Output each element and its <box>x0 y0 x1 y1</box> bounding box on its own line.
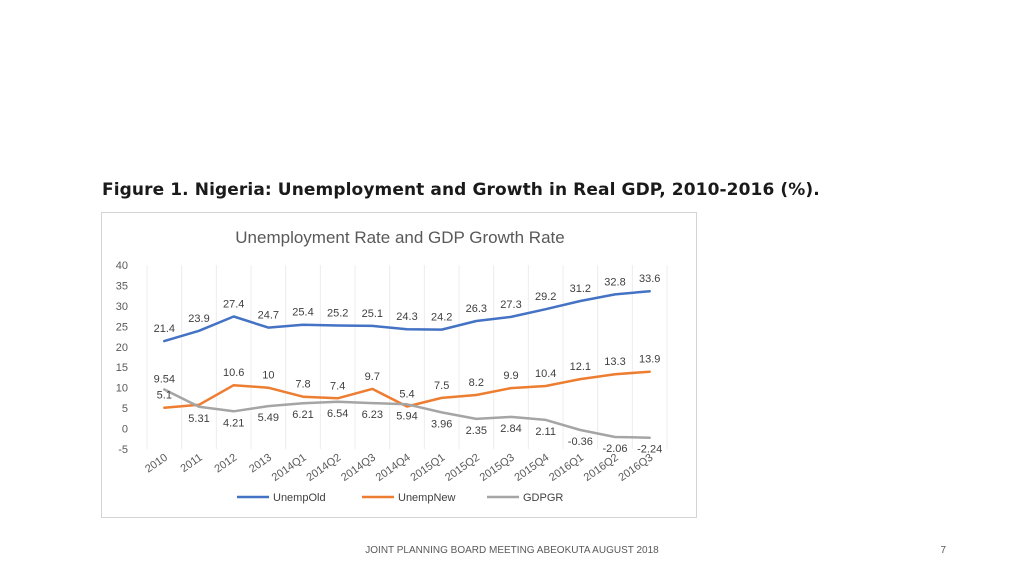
data-label: 9.9 <box>503 370 518 382</box>
slide-footer: JOINT PLANNING BOARD MEETING ABEOKUTA AU… <box>365 545 659 556</box>
data-label: 5.49 <box>258 412 279 424</box>
data-label: 4.21 <box>223 417 244 429</box>
data-label: 13.3 <box>604 356 625 368</box>
data-label: 8.2 <box>469 377 484 389</box>
data-label: 9.54 <box>154 374 175 386</box>
data-label: 25.1 <box>362 308 383 320</box>
data-label: 27.4 <box>223 299 244 311</box>
data-label: 9.7 <box>365 371 380 383</box>
x-tick-label: 2010 <box>143 452 170 476</box>
data-label: 7.4 <box>330 380 345 392</box>
x-tick-label: 2015Q2 <box>443 452 482 484</box>
y-tick-label: 15 <box>116 362 128 374</box>
x-tick-label: 2014Q4 <box>374 452 413 484</box>
data-label: 25.2 <box>327 308 348 320</box>
data-label: 7.5 <box>434 380 449 392</box>
data-label: -0.36 <box>568 436 593 448</box>
x-axis-ticks: 2010 2011 2012 20132014Q12014Q22014Q32014Q4… <box>143 452 655 484</box>
x-tick-label: 2016Q2 <box>582 452 621 484</box>
y-axis-ticks: 40 35 30 25 20 15 10 5 0 -5 <box>116 260 128 456</box>
y-tick-label: -5 <box>118 444 128 456</box>
data-label: 2.35 <box>466 425 487 437</box>
data-label: -2.06 <box>602 443 627 455</box>
data-label: 26.3 <box>466 303 487 315</box>
y-tick-label: 10 <box>116 383 128 395</box>
data-label: 10.6 <box>223 367 244 379</box>
data-label: 21.4 <box>154 323 175 335</box>
data-labels-unempnew: 5.1 10.6 10 7.8 7.4 9.7 5.4 7.5 8.2 9.9 10.4 12.1 13… <box>157 354 661 402</box>
data-label: 10.4 <box>535 368 556 380</box>
x-tick-label: 2014Q1 <box>270 452 309 484</box>
data-label: 12.1 <box>570 361 591 373</box>
data-label: 31.2 <box>570 283 591 295</box>
series-line-gdpgr <box>163 388 651 439</box>
data-label: 33.6 <box>639 273 660 285</box>
x-tick-label: 2014Q3 <box>339 452 378 484</box>
figure-caption: Figure 1. Nigeria: Unemployment and Grow… <box>102 180 820 200</box>
data-label: 6.54 <box>327 408 348 420</box>
data-label: 2.11 <box>535 426 556 438</box>
data-label: 24.7 <box>258 310 279 322</box>
series-line-unempnew <box>163 370 651 409</box>
data-label: 5.31 <box>188 413 209 425</box>
chart-title: Unemployment Rate and GDP Growth Rate <box>235 228 564 247</box>
line-chart: Unemployment Rate and GDP Growth Rate 40… <box>116 228 668 504</box>
data-label: 32.8 <box>604 276 625 288</box>
data-label: 3.96 <box>431 418 452 430</box>
data-label: 24.2 <box>431 312 452 324</box>
legend-label: GDPGR <box>523 492 563 504</box>
y-tick-label: 5 <box>122 403 128 415</box>
data-labels-gdpgr: 9.54 5.31 4.21 5.49 6.21 6.54 6.23 5.94 3.96 2.35… <box>154 374 663 456</box>
data-label: -2.24 <box>637 444 662 456</box>
data-label: 25.4 <box>292 307 313 319</box>
x-tick-label: 2013 <box>247 452 274 476</box>
data-label: 2.84 <box>500 423 521 435</box>
data-label: 13.9 <box>639 354 660 366</box>
data-label: 5.4 <box>399 388 414 400</box>
y-tick-label: 40 <box>116 260 128 272</box>
legend-label: UnempOld <box>273 492 326 504</box>
y-tick-label: 20 <box>116 342 128 354</box>
y-tick-label: 25 <box>116 321 128 333</box>
x-tick-label: 2016Q3 <box>616 452 655 484</box>
data-label: 5.1 <box>157 390 172 402</box>
x-tick-label: 2011 <box>178 452 204 475</box>
data-label: 5.94 <box>396 410 417 422</box>
y-tick-label: 30 <box>116 301 128 313</box>
data-label: 6.23 <box>362 409 383 421</box>
x-tick-label: 2015Q4 <box>512 452 551 484</box>
x-tick-label: 2012 <box>212 452 239 476</box>
data-label: 10 <box>262 370 274 382</box>
data-label: 7.8 <box>295 379 310 391</box>
y-tick-label: 0 <box>122 424 128 436</box>
series-line-unempold <box>163 289 651 343</box>
data-label: 6.21 <box>292 409 313 421</box>
page-number: 7 <box>940 545 946 556</box>
data-label: 27.3 <box>500 299 521 311</box>
x-tick-label: 2015Q1 <box>408 452 447 484</box>
chart-container: Unemployment Rate and GDP Growth Rate 40… <box>101 212 697 518</box>
data-label: 23.9 <box>188 313 209 325</box>
legend-label: UnempNew <box>398 492 456 504</box>
data-labels-unempold: 21.4 23.9 27.4 24.7 25.4 25.2 25.1 24.3 24.2 26.3… <box>154 273 661 335</box>
x-tick-label: 2014Q2 <box>304 452 343 484</box>
legend: UnempOld UnempNew GDPGR <box>237 492 563 504</box>
data-label: 24.3 <box>396 311 417 323</box>
gridlines <box>146 265 668 449</box>
y-tick-label: 35 <box>116 280 128 292</box>
data-label: 29.2 <box>535 291 556 303</box>
x-tick-label: 2015Q3 <box>478 452 517 484</box>
x-tick-label: 2016Q1 <box>547 452 586 484</box>
